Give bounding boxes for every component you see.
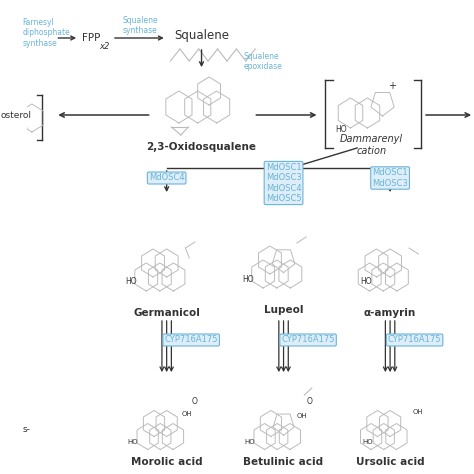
Text: +: + bbox=[388, 81, 396, 91]
Text: x2: x2 bbox=[99, 42, 109, 51]
Text: Ursolic acid: Ursolic acid bbox=[356, 457, 424, 467]
Text: MdOSC4: MdOSC4 bbox=[149, 173, 184, 182]
Text: Squalene: Squalene bbox=[174, 28, 229, 42]
Text: FPP: FPP bbox=[82, 33, 100, 43]
Text: CYP716A175: CYP716A175 bbox=[164, 336, 218, 345]
Text: OH: OH bbox=[297, 413, 308, 419]
Text: Lupeol: Lupeol bbox=[264, 305, 303, 315]
Text: HO: HO bbox=[244, 439, 255, 445]
Text: s-: s- bbox=[22, 426, 30, 435]
Text: CYP716A175: CYP716A175 bbox=[282, 336, 335, 345]
Text: HO: HO bbox=[335, 126, 347, 135]
Text: Morolic acid: Morolic acid bbox=[131, 457, 202, 467]
Text: Germanicol: Germanicol bbox=[133, 308, 200, 318]
Text: MdOSC1
MdOSC3
MdOSC4
MdOSC5: MdOSC1 MdOSC3 MdOSC4 MdOSC5 bbox=[266, 163, 301, 203]
Text: α-amyrin: α-amyrin bbox=[364, 308, 416, 318]
Text: Betulinic acid: Betulinic acid bbox=[244, 457, 324, 467]
Text: Squalene
epoxidase: Squalene epoxidase bbox=[244, 52, 283, 72]
Text: HO: HO bbox=[360, 277, 372, 286]
Text: 2,3-Oxidosqualene: 2,3-Oxidosqualene bbox=[146, 142, 256, 152]
Text: HO: HO bbox=[128, 439, 138, 445]
Text: osterol: osterol bbox=[1, 110, 32, 119]
Text: Dammarenyl
cation: Dammarenyl cation bbox=[340, 134, 403, 156]
Text: HO: HO bbox=[125, 277, 137, 286]
Text: Farnesyl
diphosphate
synthase: Farnesyl diphosphate synthase bbox=[22, 18, 70, 48]
Text: O: O bbox=[307, 398, 313, 407]
Text: O: O bbox=[192, 398, 198, 407]
Text: MdOSC1
MdOSC3: MdOSC1 MdOSC3 bbox=[372, 168, 408, 188]
Text: HO: HO bbox=[362, 439, 373, 445]
Text: OH: OH bbox=[413, 409, 424, 415]
Text: OH: OH bbox=[182, 411, 193, 417]
Text: HO: HO bbox=[242, 274, 254, 283]
Text: Squalene
synthase: Squalene synthase bbox=[122, 16, 158, 36]
Text: CYP716A175: CYP716A175 bbox=[388, 336, 441, 345]
